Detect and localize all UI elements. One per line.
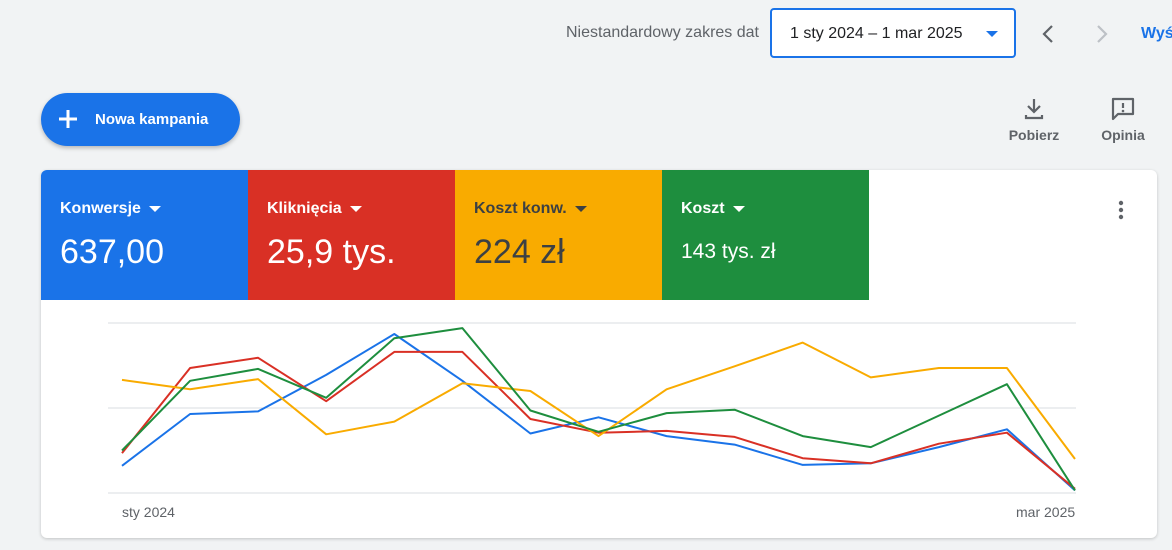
metric-cost-value: 143 tys. zł [681,240,776,263]
metric-clicks-value: 25,9 tys. [267,233,396,271]
download-label: Pobierz [1008,127,1060,143]
download-icon [1024,99,1044,120]
previous-period-button[interactable] [1038,22,1058,46]
metric-cost-per-conversion-title[interactable]: Koszt konw. [474,200,587,218]
metric-cost-title[interactable]: Koszt [681,200,745,218]
plus-icon [59,110,77,128]
metric-conversions-title-text: Konwersje [60,200,141,217]
x-axis-start-label: sty 2024 [122,504,175,520]
feedback-icon [1111,97,1135,121]
dropdown-caret-icon [986,31,998,37]
metric-cost-per-conversion-title-text: Koszt konw. [474,200,567,217]
show-link[interactable]: Wyś [1141,25,1172,42]
metric-conversions-value: 637,00 [60,233,164,271]
chevron-left-icon [1042,25,1053,43]
more-options-button[interactable] [1113,198,1129,222]
date-range-value: 1 sty 2024 – 1 mar 2025 [790,25,963,42]
new-campaign-button[interactable]: Nowa kampania [41,93,240,146]
chart-series-line-4 [121,327,1076,491]
dropdown-caret-icon [148,205,161,212]
performance-card: Konwersje 637,00 Kliknięcia 25,9 tys. Ko… [41,170,1157,538]
metric-conversions-title[interactable]: Konwersje [60,200,161,218]
chevron-right-icon [1097,25,1108,43]
x-axis-end-label: mar 2025 [1016,504,1076,520]
chart-series-line-3 [121,341,1076,460]
metric-cost[interactable]: Koszt 143 tys. zł [662,170,869,300]
metric-cost-title-text: Koszt [681,200,725,217]
dropdown-caret-icon [349,205,362,212]
feedback-label: Opinia [1101,127,1145,143]
metric-clicks-title[interactable]: Kliknięcia [267,200,362,218]
metric-clicks[interactable]: Kliknięcia 25,9 tys. [248,170,455,300]
chart-series-line-1 [121,333,1076,492]
date-range-label: Niestandardowy zakres dat [566,24,759,41]
dropdown-caret-icon [574,205,587,212]
metric-conversions[interactable]: Konwersje 637,00 [41,170,248,300]
feedback-button[interactable]: Opinia [1088,96,1158,146]
date-range-select[interactable]: 1 sty 2024 – 1 mar 2025 [770,8,1016,58]
download-button[interactable]: Pobierz [999,96,1069,146]
metric-cost-per-conversion-value: 224 zł [474,233,565,271]
dropdown-caret-icon [732,205,745,212]
metric-clicks-title-text: Kliknięcia [267,200,342,217]
more-vert-icon [1118,200,1124,220]
metric-cost-per-conversion[interactable]: Koszt konw. 224 zł [455,170,662,300]
new-campaign-label: Nowa kampania [95,111,209,128]
next-period-button[interactable] [1092,22,1112,46]
line-chart [108,322,1076,494]
